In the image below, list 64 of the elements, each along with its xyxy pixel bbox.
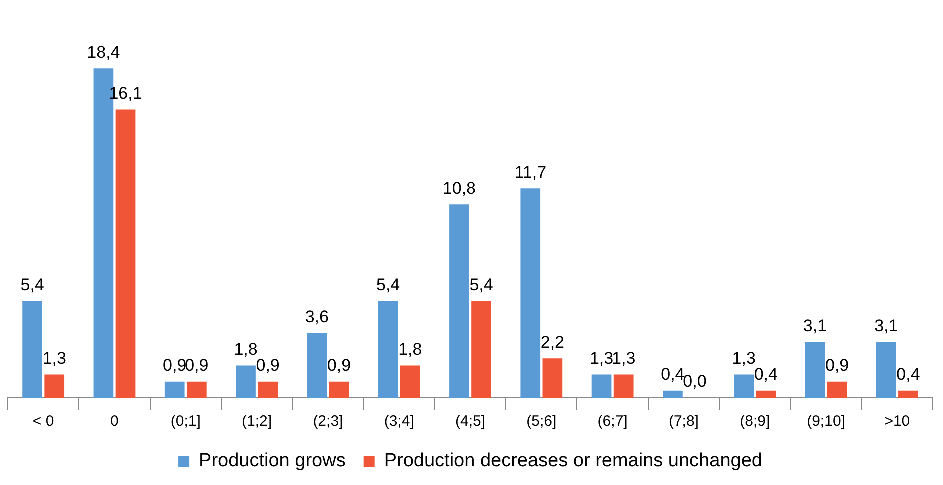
bar [307, 334, 328, 398]
data-label: 11,7 [514, 162, 547, 182]
data-label: 0,9 [163, 356, 187, 376]
bar [876, 342, 896, 398]
bar [258, 382, 278, 398]
data-label: 1,3 [42, 348, 66, 368]
x-tick-label: (3;4] [384, 413, 414, 430]
data-label: 18,4 [87, 42, 120, 62]
bar [614, 374, 634, 398]
legend-label: Production grows [199, 450, 346, 472]
data-label: 1,3 [732, 348, 756, 368]
data-label: 0,9 [327, 356, 352, 376]
bar [378, 301, 398, 398]
x-tick-label: (9;10] [807, 413, 846, 430]
data-label: 0,4 [754, 365, 778, 384]
bar [805, 342, 826, 398]
bar [663, 390, 683, 398]
bar [734, 374, 754, 398]
data-label: 3,1 [803, 316, 828, 336]
x-tick-label: (0;1] [170, 413, 201, 430]
bar [827, 382, 848, 398]
data-label: 1,8 [398, 340, 422, 359]
data-label: 0,0 [683, 372, 707, 392]
x-tick-label: (4;5] [455, 413, 486, 430]
bar [592, 374, 612, 398]
x-tick-label: (1;2] [242, 413, 272, 430]
data-label: 5,4 [376, 276, 400, 295]
legend-label: Production decreases or remains unchanged [384, 450, 762, 472]
bar [400, 366, 420, 398]
data-label: 3,6 [305, 308, 329, 327]
bar [44, 374, 65, 398]
data-label: 0,9 [185, 356, 209, 376]
x-tick-label: (6;7] [598, 413, 628, 430]
data-label: 0,9 [256, 356, 280, 376]
x-tick-label: (5;6] [526, 413, 557, 430]
data-label: 0,4 [661, 365, 685, 384]
data-label: 5,4 [20, 276, 44, 295]
x-tick-label: (7;8] [668, 413, 699, 430]
bar [236, 366, 256, 398]
x-tick-label: 0 [110, 413, 119, 430]
data-label: 0,9 [825, 356, 850, 376]
data-label: 0,4 [896, 365, 920, 384]
data-label: 1,8 [234, 340, 258, 359]
data-label: 1,3 [612, 348, 636, 368]
data-label: 2,2 [540, 332, 565, 352]
bar [164, 382, 185, 398]
bar [186, 382, 207, 398]
bar [542, 358, 563, 398]
bar [116, 110, 136, 398]
x-tick-label: (8;9] [740, 413, 770, 430]
data-label: 10,8 [442, 178, 476, 198]
x-tick-label: < 0 [32, 413, 54, 430]
bar [329, 382, 350, 398]
bar [756, 390, 776, 398]
bar [472, 301, 492, 398]
x-tick-label: (2;3] [313, 413, 344, 430]
bar [450, 204, 470, 398]
data-label: 5,4 [470, 276, 494, 295]
bar [520, 188, 541, 398]
x-tick-label: >10 [884, 413, 910, 430]
data-label: 3,1 [874, 316, 898, 336]
bar [898, 390, 918, 398]
data-label: 1,3 [590, 348, 614, 368]
bar [22, 301, 42, 398]
